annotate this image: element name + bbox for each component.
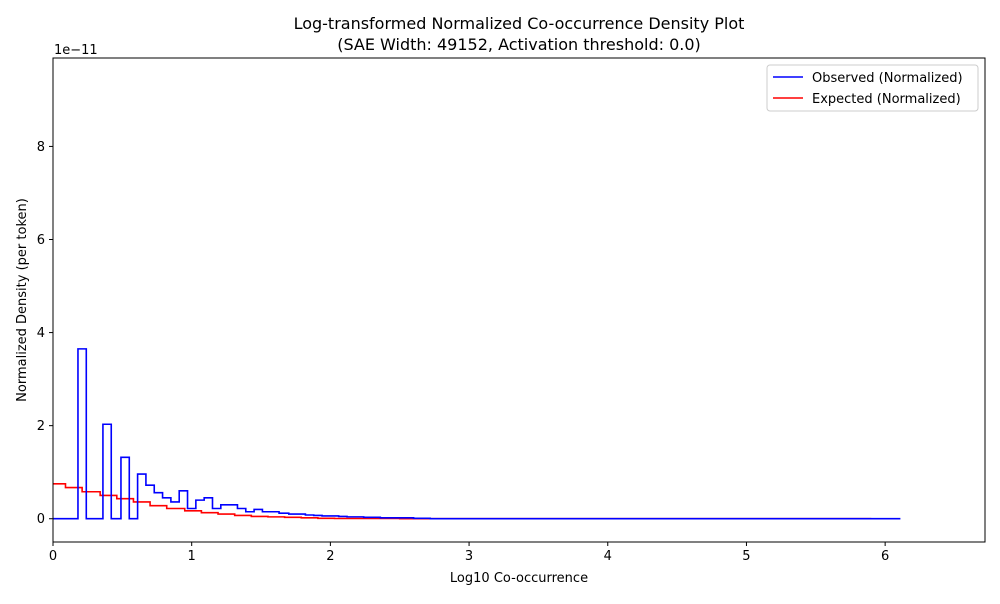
axes-frame <box>52 57 986 543</box>
series-line-observed <box>53 348 901 520</box>
x-tick-label: 2 <box>326 549 334 564</box>
legend-label-expected: Expected (Normalized) <box>812 92 961 107</box>
x-tick-label: 6 <box>881 549 889 564</box>
x-tick-label: 3 <box>465 549 473 564</box>
legend-label-observed: Observed (Normalized) <box>812 71 963 86</box>
series-line-expected <box>53 483 872 520</box>
chart-title: Log-transformed Normalized Co-occurrence… <box>294 14 745 33</box>
y-tick-label: 4 <box>37 326 45 341</box>
legend: Observed (Normalized) Expected (Normaliz… <box>766 64 979 112</box>
y-tick-label: 8 <box>37 140 45 155</box>
axis-ticks: 0 1 2 3 4 5 6 0 2 4 6 8 <box>37 140 890 564</box>
x-tick-label: 5 <box>742 549 750 564</box>
y-offset-label: 1e−11 <box>54 43 98 58</box>
legend-box <box>766 64 979 112</box>
chart-subtitle: (SAE Width: 49152, Activation threshold:… <box>337 35 701 54</box>
y-tick-label: 6 <box>37 233 45 248</box>
x-tick-label: 1 <box>188 549 196 564</box>
x-tick-label: 4 <box>604 549 612 564</box>
y-tick-label: 2 <box>37 419 45 434</box>
x-axis-label: Log10 Co-occurrence <box>450 571 588 586</box>
y-tick-label: 0 <box>37 512 45 527</box>
y-axis-label: Normalized Density (per token) <box>15 198 30 402</box>
series-layer <box>53 348 901 520</box>
x-tick-label: 0 <box>49 549 57 564</box>
